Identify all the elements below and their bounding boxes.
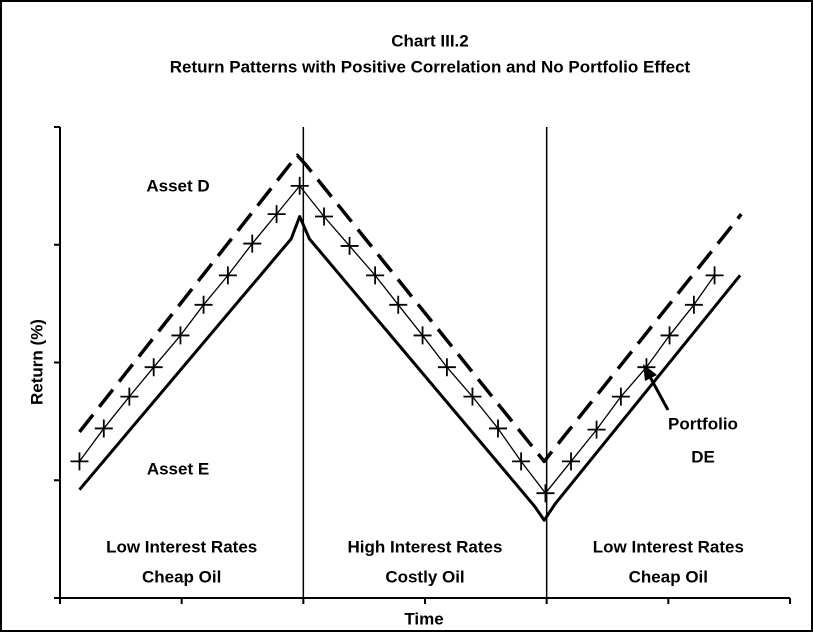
x-axis-label: Time	[404, 609, 443, 628]
arrow	[647, 374, 670, 411]
series-line	[78, 153, 743, 464]
chart-subtitle: Return Patterns with Positive Correlatio…	[170, 57, 691, 76]
marker	[70, 452, 89, 471]
marker	[290, 176, 309, 195]
region-label: High Interest Rates	[348, 537, 503, 556]
marker	[315, 207, 334, 226]
marker	[194, 295, 213, 314]
region-label: Low Interest Rates	[106, 537, 257, 556]
marker	[611, 387, 630, 406]
marker	[413, 326, 432, 345]
marker	[340, 236, 359, 255]
marker	[489, 419, 507, 438]
marker	[684, 295, 703, 314]
marker	[144, 358, 163, 377]
marker	[660, 326, 679, 345]
marker	[705, 266, 724, 285]
marker	[267, 205, 286, 224]
marker	[94, 419, 113, 438]
marker	[120, 387, 139, 406]
marker	[366, 266, 385, 285]
series-label: Portfolio	[668, 414, 738, 433]
marker	[218, 266, 237, 285]
chart-title: Chart III.2	[391, 31, 468, 50]
region-label: Low Interest Rates	[593, 537, 744, 556]
marker	[587, 420, 606, 439]
marker	[437, 358, 456, 377]
marker	[463, 387, 482, 406]
series-label: Asset E	[147, 459, 209, 478]
marker	[562, 452, 580, 471]
marker	[171, 326, 190, 345]
region-label: Cheap Oil	[142, 567, 221, 586]
y-axis-label: Return (%)	[27, 319, 46, 405]
region-label: Cheap Oil	[629, 567, 708, 586]
marker	[536, 484, 555, 503]
marker	[389, 295, 408, 314]
marker	[512, 452, 531, 471]
marker	[637, 358, 656, 377]
region-label: Costly Oil	[385, 567, 464, 586]
series-label: Asset D	[146, 176, 209, 195]
marker	[243, 234, 262, 253]
series-line	[78, 214, 742, 522]
series-label: DE	[691, 447, 715, 466]
